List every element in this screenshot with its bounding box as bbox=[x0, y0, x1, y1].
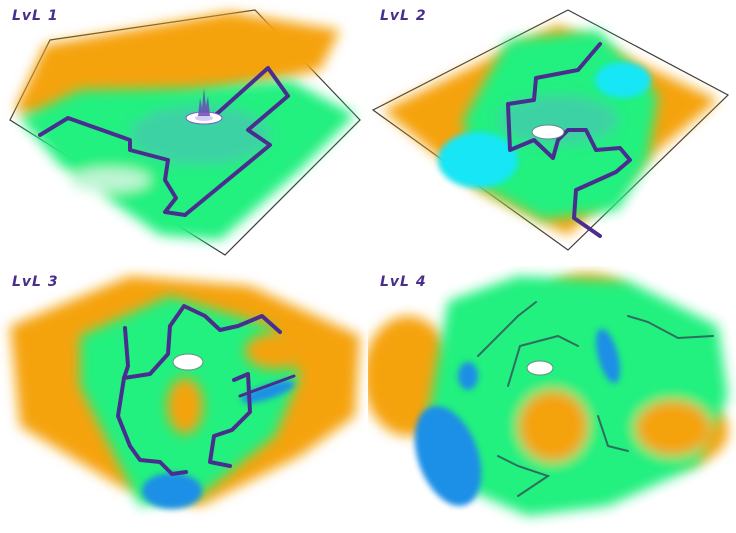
maze-wall bbox=[507, 334, 579, 387]
level-3-panel: LvL 3 bbox=[0, 266, 368, 532]
orange-pond bbox=[167, 333, 305, 434]
maze-wall bbox=[122, 304, 282, 380]
green-terrain bbox=[428, 276, 728, 516]
level-4-map bbox=[368, 274, 728, 516]
maze-wall bbox=[183, 66, 290, 217]
maze-wall bbox=[477, 301, 537, 357]
maze-wall bbox=[627, 315, 714, 340]
green-terrain bbox=[20, 80, 355, 240]
level-1-panel: LvL 1 bbox=[0, 0, 368, 266]
water-terrain bbox=[414, 328, 621, 506]
maze-wall bbox=[597, 415, 629, 452]
maze-wall bbox=[497, 455, 551, 497]
water-terrain bbox=[438, 62, 651, 188]
level-1-map bbox=[9, 9, 361, 256]
white-stone-icon bbox=[526, 360, 554, 376]
spire-marker-icon bbox=[185, 88, 223, 125]
level-2-map bbox=[371, 9, 730, 251]
maze-wall bbox=[116, 376, 188, 476]
white-stone-icon bbox=[531, 124, 565, 140]
level-1-label: LvL 1 bbox=[12, 8, 59, 24]
level-2-panel: LvL 2 bbox=[368, 0, 736, 266]
white-stone-icon bbox=[172, 353, 204, 371]
level-4-panel: LvL 4 bbox=[368, 266, 736, 532]
level-4-label: LvL 4 bbox=[380, 274, 427, 290]
maze-wall bbox=[238, 374, 296, 398]
level-3-label: LvL 3 bbox=[12, 274, 59, 290]
level-3-map bbox=[10, 276, 360, 509]
maze-wall bbox=[38, 116, 187, 217]
board-outline bbox=[371, 9, 730, 251]
maze-wall bbox=[208, 372, 252, 468]
level-2-label: LvL 2 bbox=[380, 8, 427, 24]
water-terrain bbox=[142, 381, 295, 509]
